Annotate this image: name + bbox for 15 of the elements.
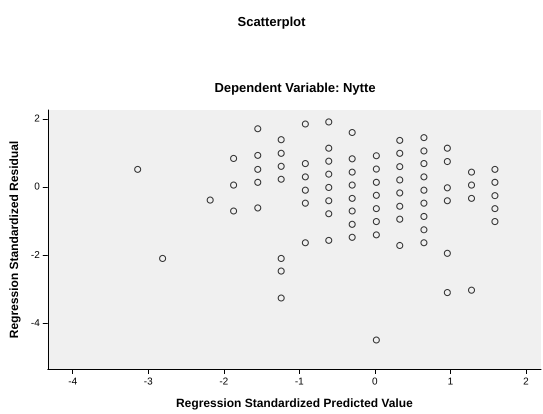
x-tick-label: 0 — [372, 376, 378, 388]
x-tick-label: -4 — [68, 376, 78, 388]
y-tick-label: -4 — [30, 318, 40, 330]
chart-title: Scatterplot — [238, 14, 306, 29]
x-tick-label: -3 — [144, 376, 154, 388]
y-axis-title: Regression Standardized Residual — [7, 140, 21, 338]
x-axis-title: Regression Standardized Predicted Value — [176, 396, 414, 410]
y-tick-label: 2 — [34, 113, 40, 124]
x-tick-label: 2 — [523, 376, 530, 388]
y-tick-label: 0 — [34, 182, 40, 193]
chart-subtitle: Dependent Variable: Nytte — [214, 80, 376, 95]
x-tick-label: 1 — [448, 376, 454, 388]
x-tick-label: -2 — [219, 376, 229, 388]
y-tick-label: -2 — [30, 250, 40, 261]
x-tick-label: -1 — [294, 376, 304, 388]
